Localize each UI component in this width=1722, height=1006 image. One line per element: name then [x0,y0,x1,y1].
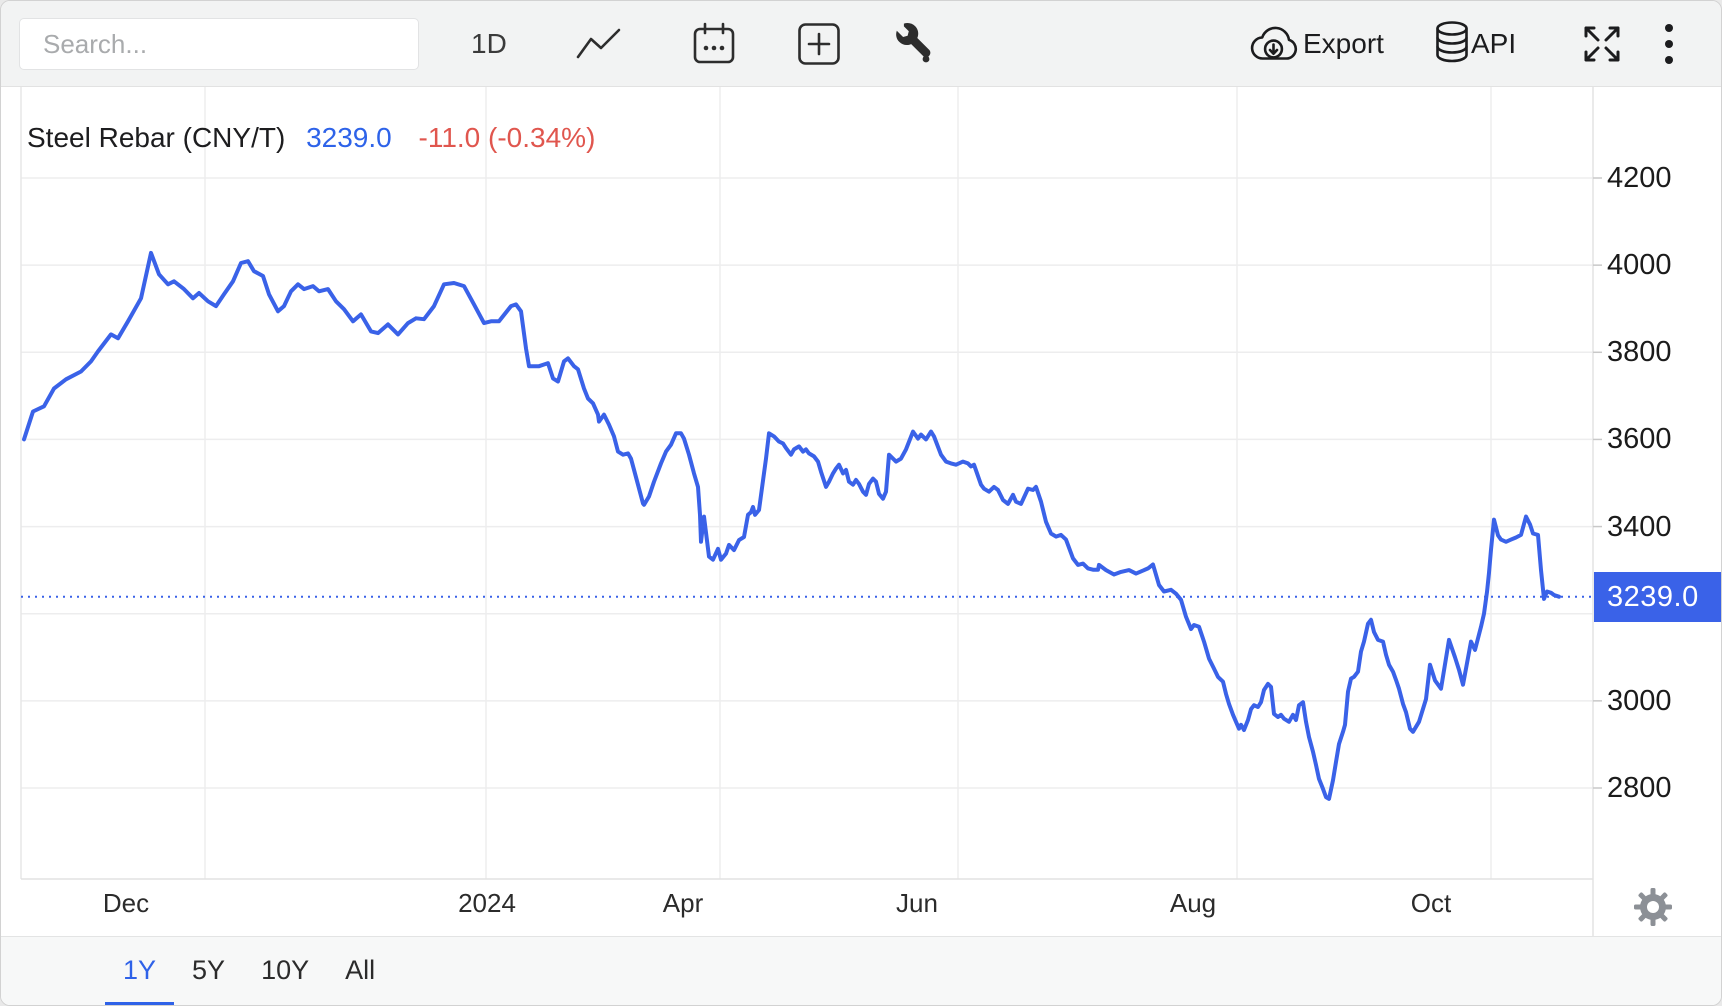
search-input[interactable] [19,18,419,70]
top-toolbar: 1D [1,1,1721,87]
y-axis-label: 3400 [1607,510,1672,543]
range-tab-5y[interactable]: 5Y [192,955,226,985]
current-price-badge: 3239.0 [1594,572,1721,622]
y-axis-label: 4200 [1607,162,1672,194]
x-axis-label: Dec [102,888,150,918]
x-axis-label: 2024 [458,888,516,918]
instrument-name: Steel Rebar (CNY/T) [27,122,286,153]
range-tab-all[interactable]: All [345,955,376,985]
more-options-kebab-icon[interactable] [1663,23,1675,65]
y-axis-label: 3600 [1607,423,1672,456]
compare-add-icon[interactable] [797,22,841,66]
calendar-icon[interactable] [691,22,737,66]
price-line-series [22,250,1561,801]
x-axis-label: Aug [1169,888,1217,918]
range-tab-1y[interactable]: 1Y [105,937,175,1005]
database-api-icon[interactable] [1433,20,1471,68]
fullscreen-icon[interactable] [1579,22,1625,66]
x-axis-label: Apr [662,888,704,918]
tools-wrench-icon[interactable] [891,21,935,67]
y-axis-label: 4000 [1607,249,1672,282]
interval-button[interactable]: 1D [471,28,507,59]
y-axis-label: 3000 [1607,684,1672,717]
y-axis-label: 3800 [1607,336,1672,369]
cloud-download-icon[interactable] [1247,22,1301,66]
range-tab-10y[interactable]: 10Y [261,955,310,985]
bottom-toolbar: 1Y 5Y 10Y All [1,936,1721,1005]
last-price: 3239.0 [306,122,392,153]
export-button[interactable]: Export [1303,28,1384,59]
line-chart-type-icon[interactable] [575,27,623,61]
api-button[interactable]: API [1471,28,1517,59]
chart-area[interactable]: Steel Rebar (CNY/T) 3239.0 -11.0 (-0.34%… [1,87,1721,938]
x-axis-label: Jun [896,888,938,918]
chart-settings-gear-icon[interactable] [1633,887,1673,927]
price-change: -11.0 (-0.34%) [418,122,596,153]
y-axis-label: 2800 [1607,772,1672,804]
range-tabs: 1Y 5Y 10Y All [105,937,393,1005]
x-axis-label: Oct [1410,888,1452,918]
price-chart-plot [20,87,1602,938]
chart-title: Steel Rebar (CNY/T) 3239.0 -11.0 (-0.34%… [27,121,595,155]
